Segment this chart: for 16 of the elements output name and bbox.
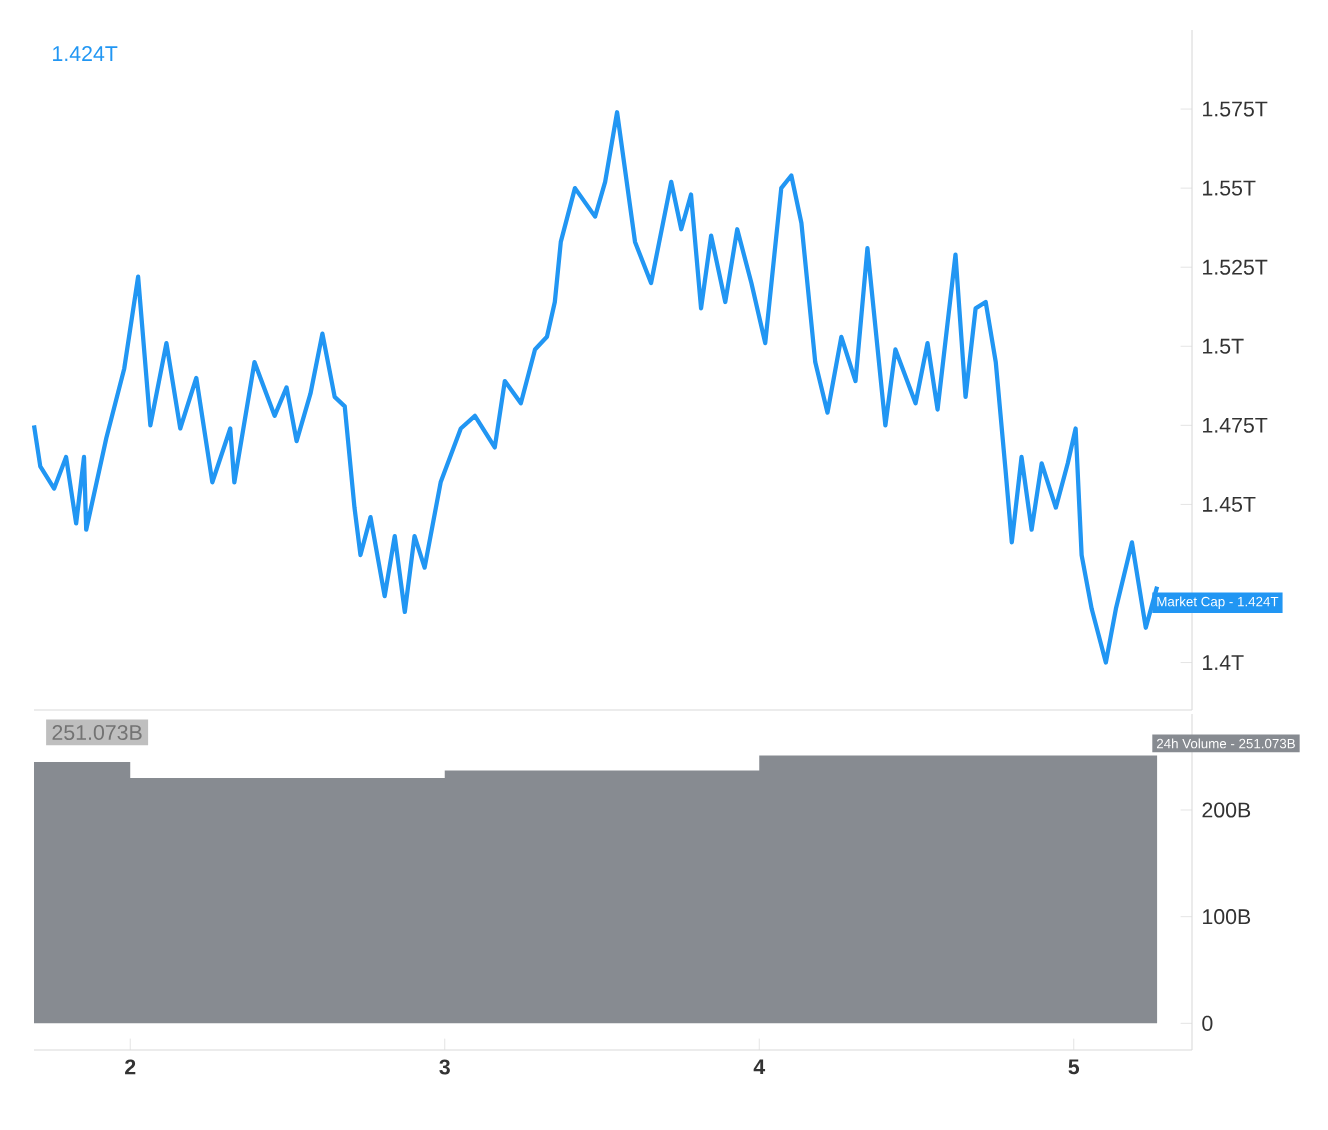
y-tick-label: 1.55T: [1203, 180, 1256, 196]
y-tick-label: 1.5T: [1203, 338, 1244, 354]
x-tick-label: 2: [125, 1059, 136, 1075]
y-tick-label: 100B: [1203, 909, 1251, 925]
annotation: 1.424T: [53, 46, 118, 61]
y-tick-label: 1.475T: [1203, 417, 1268, 433]
x-tick-label: 4: [753, 1059, 766, 1075]
y-tick-label: 1.45T: [1203, 496, 1256, 512]
y-tick-label: 1.4T: [1203, 655, 1244, 670]
annotation: 251.073B: [52, 724, 142, 741]
y-tick-label: 1.525T: [1203, 259, 1268, 275]
x-tick-label: 5: [1068, 1059, 1080, 1075]
y-tick-label: 200B: [1202, 802, 1251, 818]
x-tick-label: 3: [439, 1059, 450, 1075]
y-tick-label: 1.575T: [1203, 101, 1268, 117]
y-tick-label: 0: [1202, 1015, 1213, 1031]
